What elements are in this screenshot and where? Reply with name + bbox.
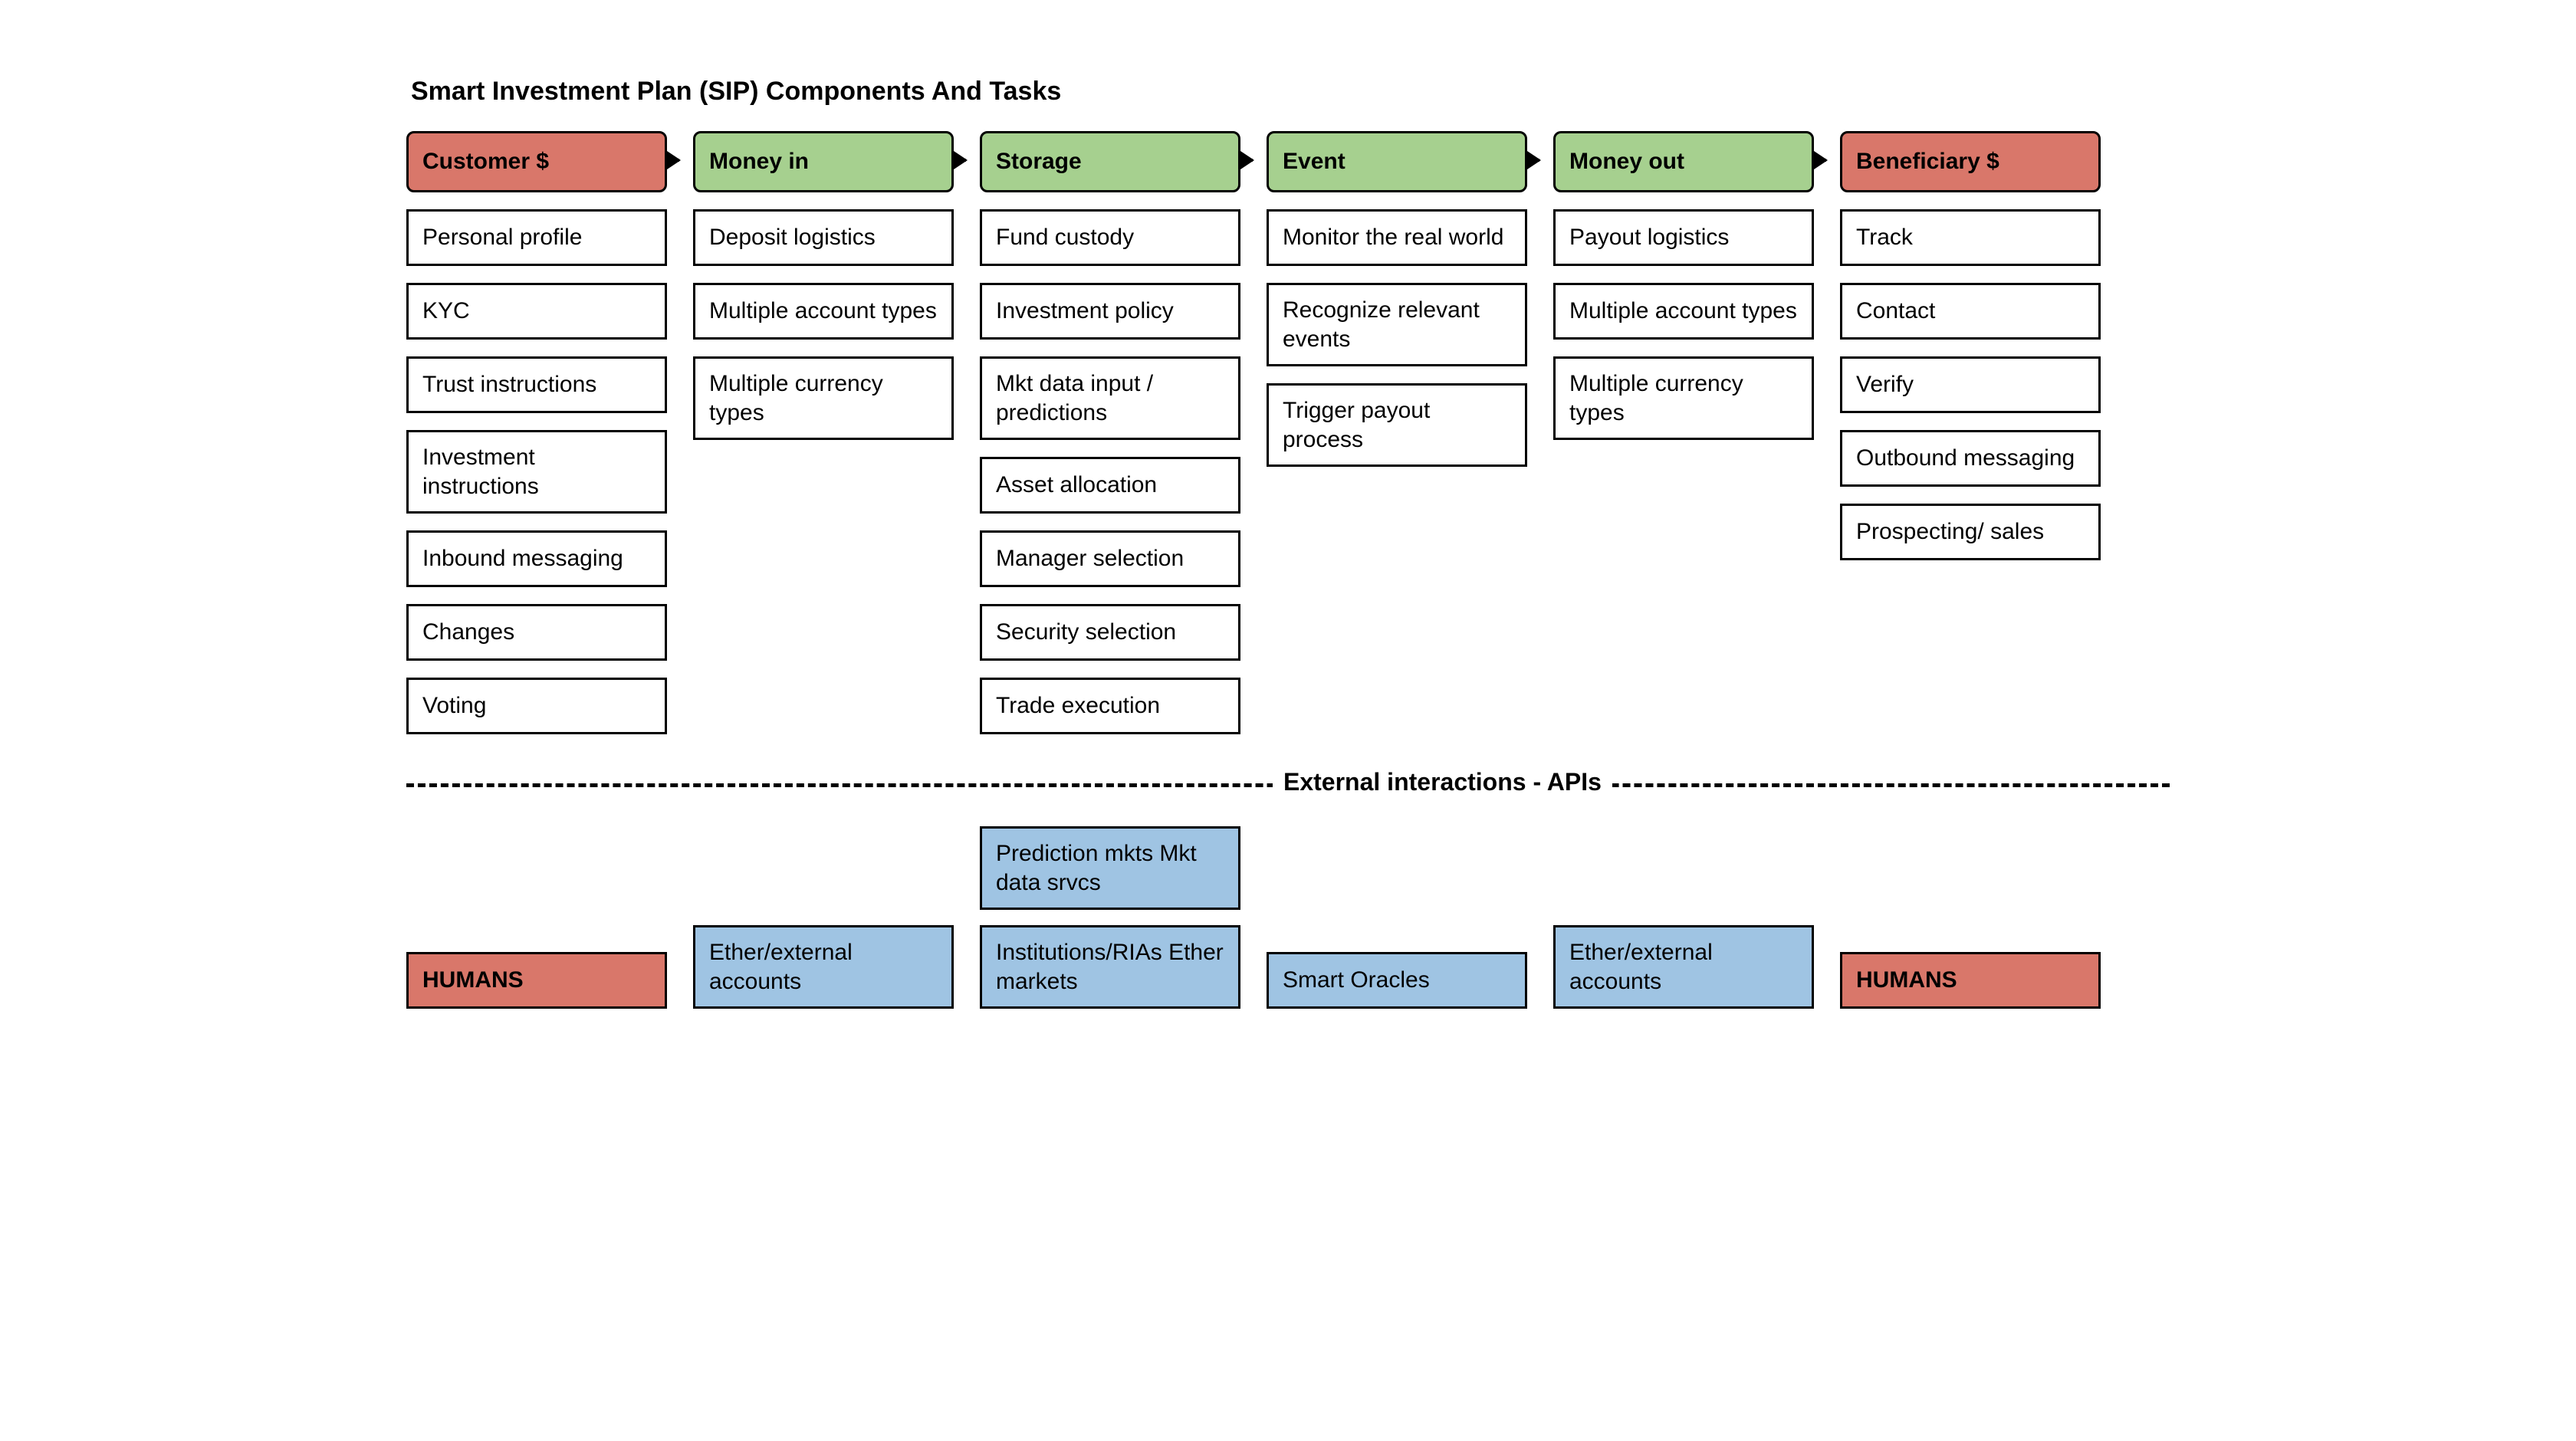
task-box: Trade execution — [980, 678, 1240, 734]
ext-box: Ether/external accounts — [693, 925, 954, 1009]
external-grid: HUMANS Ether/external accounts Prediction … — [406, 826, 2170, 1009]
header-money_out: Money out — [1553, 131, 1814, 192]
header-customer: Customer $ — [406, 131, 667, 192]
task-box: Voting — [406, 678, 667, 734]
column-beneficiary: Beneficiary $ Track Contact Verify Outbound … — [1840, 131, 2101, 560]
column-event: Event Monitor the real world Recognize rel… — [1267, 131, 1527, 467]
task-box: Multiple currency types — [693, 356, 954, 440]
task-box: Trigger payout process — [1267, 383, 1527, 467]
task-box: Prospecting/ sales — [1840, 504, 2101, 560]
task-box: Security selection — [980, 604, 1240, 661]
column-money_out: Money out Payout logistics Multiple accoun… — [1553, 131, 1814, 440]
diagram-title: Smart Investment Plan (SIP) Components A… — [406, 77, 2170, 107]
column-money_in: Money in Deposit logistics Multiple accoun… — [693, 131, 954, 440]
flow-arrow — [669, 159, 679, 162]
divider-wrap: External interactions - APIs — [406, 765, 2170, 803]
ext-column-customer: HUMANS — [406, 952, 667, 1009]
task-box: Investment policy — [980, 283, 1240, 340]
ext-box: Prediction mkts Mkt data srvcs — [980, 826, 1240, 910]
column-customer: Customer $ Personal profile KYC Trust instr… — [406, 131, 667, 734]
ext-column-storage: Prediction mkts Mkt data srvcs Institutio… — [980, 826, 1240, 1009]
task-box: Monitor the real world — [1267, 209, 1527, 266]
task-box: Contact — [1840, 283, 2101, 340]
flow-arrow — [1815, 159, 1826, 162]
task-box: Outbound messaging — [1840, 430, 2101, 487]
header-event: Event — [1267, 131, 1527, 192]
task-box: Payout logistics — [1553, 209, 1814, 266]
ext-column-event: Smart Oracles — [1267, 952, 1527, 1009]
task-box: Mkt data input / predictions — [980, 356, 1240, 440]
ext-box: Smart Oracles — [1267, 952, 1527, 1009]
columns-grid: Customer $ Personal profile KYC Trust instr… — [406, 131, 2170, 734]
task-box: KYC — [406, 283, 667, 340]
header-money_in: Money in — [693, 131, 954, 192]
task-box: Fund custody — [980, 209, 1240, 266]
task-box: Verify — [1840, 356, 2101, 413]
ext-box: Ether/external accounts — [1553, 925, 1814, 1009]
header-storage: Storage — [980, 131, 1240, 192]
task-box: Personal profile — [406, 209, 667, 266]
task-box: Trust instructions — [406, 356, 667, 413]
task-box: Inbound messaging — [406, 530, 667, 587]
ext-box: HUMANS — [406, 952, 667, 1009]
task-box: Investment instructions — [406, 430, 667, 514]
task-box: Changes — [406, 604, 667, 661]
divider-label: External interactions - APIs — [1273, 768, 1612, 796]
flow-arrow — [955, 159, 966, 162]
task-box: Asset allocation — [980, 457, 1240, 514]
ext-column-beneficiary: HUMANS — [1840, 952, 2101, 1009]
ext-box: HUMANS — [1840, 952, 2101, 1009]
task-box: Recognize relevant events — [1267, 283, 1527, 366]
task-box: Manager selection — [980, 530, 1240, 587]
ext-column-money_out: Ether/external accounts — [1553, 925, 1814, 1009]
task-box: Multiple account types — [1553, 283, 1814, 340]
task-box: Multiple account types — [693, 283, 954, 340]
ext-box: Institutions/RIAs Ether markets — [980, 925, 1240, 1009]
task-box: Multiple currency types — [1553, 356, 1814, 440]
header-beneficiary: Beneficiary $ — [1840, 131, 2101, 192]
ext-column-money_in: Ether/external accounts — [693, 925, 954, 1009]
task-box: Track — [1840, 209, 2101, 266]
flow-arrow — [1242, 159, 1253, 162]
column-storage: Storage Fund custody Investment policy Mkt … — [980, 131, 1240, 734]
flow-arrow — [1529, 159, 1539, 162]
task-box: Deposit logistics — [693, 209, 954, 266]
